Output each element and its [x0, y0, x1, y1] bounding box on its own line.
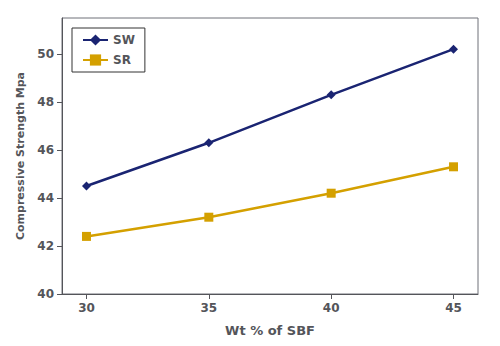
svg-text:40: 40 — [37, 287, 54, 301]
svg-text:42: 42 — [37, 239, 54, 253]
svg-text:SW: SW — [113, 33, 135, 47]
svg-text:45: 45 — [445, 301, 462, 315]
svg-text:48: 48 — [37, 95, 54, 109]
svg-text:35: 35 — [200, 301, 217, 315]
svg-text:44: 44 — [37, 191, 54, 205]
svg-text:40: 40 — [323, 301, 340, 315]
svg-text:50: 50 — [37, 47, 54, 61]
svg-text:Wt % of SBF: Wt % of SBF — [225, 323, 315, 338]
svg-text:Compressive Strength Mpa: Compressive Strength Mpa — [14, 72, 27, 240]
svg-text:30: 30 — [78, 301, 95, 315]
svg-text:46: 46 — [37, 143, 54, 157]
svg-text:SR: SR — [113, 53, 131, 67]
